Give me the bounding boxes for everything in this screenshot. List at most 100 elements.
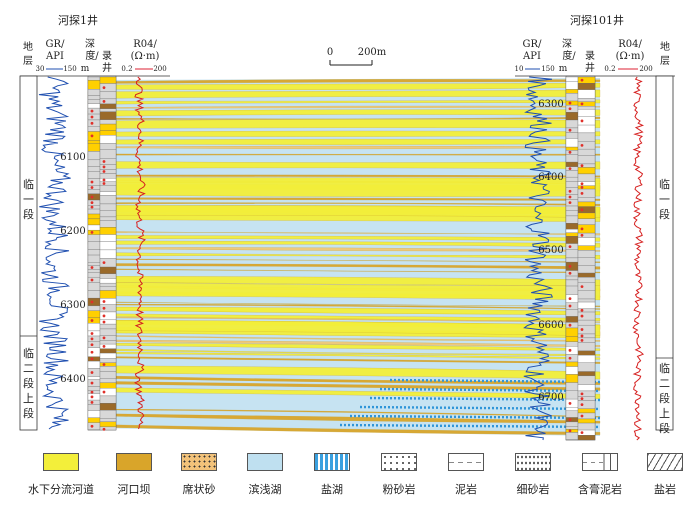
legend-label: 滨浅湖 — [248, 483, 282, 496]
right-resistivity-curve — [632, 76, 645, 441]
legend-label: 席状砂 — [182, 483, 216, 496]
legend-label: 泥岩 — [455, 483, 477, 496]
legend-item: 河口坝 — [95, 453, 173, 513]
left-res-header: R04/ — [133, 39, 157, 50]
svg-text:临: 临 — [659, 177, 670, 191]
left-depth-6400: 6400 — [60, 374, 85, 385]
facies-correlation-panel — [87, 78, 601, 436]
svg-text:m: m — [81, 64, 90, 74]
legend-swatch — [181, 453, 217, 471]
right-depth-6600: 6600 — [538, 320, 563, 331]
right-gr-min: 10 — [515, 65, 524, 73]
svg-text:段: 段 — [659, 421, 670, 435]
right-well-name: 河探101井 — [570, 13, 624, 27]
left-gr-header: GR/ — [46, 39, 66, 50]
legend: 水下分流河道 河口坝 席状砂 滨浅湖 盐湖 粉砂岩 泥岩 细砂岩 含膏泥岩 盐岩 — [0, 453, 700, 523]
left-well-header: 地 层 GR/ API 30 150 深 度/ m 录 井 R04/ (Ω·m)… — [20, 38, 170, 77]
svg-text:段: 段 — [23, 207, 34, 221]
scale-bar-max: 200m — [358, 47, 387, 58]
svg-text:层: 层 — [660, 55, 670, 67]
right-gr-curve — [523, 76, 554, 441]
svg-text:临: 临 — [23, 177, 34, 191]
legend-swatch — [448, 453, 484, 471]
right-depth-6300: 6300 — [538, 99, 563, 110]
legend-swatch — [247, 453, 283, 471]
svg-text:上: 上 — [659, 407, 670, 420]
svg-text:段: 段 — [23, 376, 34, 390]
right-well-header: GR/ API 10 150 深 度/ m 录 井 R04/ (Ω·m) 0.2… — [515, 38, 675, 77]
left-depth-6300: 6300 — [60, 300, 85, 311]
legend-item: 粉砂岩 — [360, 453, 438, 513]
left-res-max: 200 — [153, 65, 166, 73]
svg-text:二: 二 — [23, 362, 34, 375]
legend-swatch — [582, 453, 618, 471]
legend-item: 泥岩 — [427, 453, 505, 513]
right-depth-6400: 6400 — [538, 172, 563, 183]
right-gr-max: 150 — [541, 65, 554, 73]
left-gr-max: 150 — [63, 65, 76, 73]
right-res-min: 0.2 — [604, 65, 615, 73]
scale-bar-min: 0 — [327, 47, 333, 58]
left-resistivity-curve — [134, 76, 147, 430]
right-gr-header: GR/ — [523, 39, 543, 50]
svg-text:井: 井 — [102, 61, 112, 74]
right-res-max: 200 — [639, 65, 652, 73]
legend-label: 细砂岩 — [516, 483, 550, 496]
svg-text:段: 段 — [659, 207, 670, 221]
legend-label: 河口坝 — [117, 483, 151, 496]
left-depth-6100: 6100 — [60, 152, 85, 163]
legend-label: 水下分流河道 — [28, 483, 94, 496]
legend-item: 席状砂 — [160, 453, 238, 513]
left-unit-2-label: 临 二 段 上 段 — [23, 346, 34, 420]
svg-text:临: 临 — [659, 361, 670, 375]
right-strata-column — [655, 75, 674, 431]
legend-item: 盐岩 — [626, 453, 700, 513]
svg-text:API: API — [45, 51, 64, 62]
legend-item: 滨浅湖 — [226, 453, 304, 513]
legend-item: 盐湖 — [293, 453, 371, 513]
left-strata-header: 地 — [23, 40, 33, 53]
svg-text:(Ω·m): (Ω·m) — [131, 51, 160, 62]
left-res-min: 0.2 — [121, 65, 132, 73]
svg-text:上: 上 — [23, 392, 34, 405]
legend-item: 含膏泥岩 — [561, 453, 639, 513]
left-gr-curve — [38, 76, 71, 430]
legend-label: 盐岩 — [654, 483, 676, 496]
left-depth-header: 深 — [85, 38, 95, 50]
legend-swatch — [314, 453, 350, 471]
legend-item: 水下分流河道 — [22, 453, 100, 513]
right-unit-2-label: 临 二 段 上 段 — [659, 361, 670, 435]
svg-text:临: 临 — [23, 346, 34, 360]
svg-text:段: 段 — [659, 391, 670, 405]
right-depth-header: 深 — [562, 38, 572, 50]
legend-label: 含膏泥岩 — [578, 483, 622, 496]
left-strata-column — [19, 75, 38, 431]
svg-text:度/: 度/ — [562, 49, 576, 62]
svg-text:一: 一 — [659, 193, 670, 206]
left-well-track: 临 一 段 临 二 段 上 段 6100 6200 6300 6400 — [19, 75, 147, 431]
svg-text:API: API — [522, 51, 541, 62]
legend-item: 细砂岩 — [494, 453, 572, 513]
right-depth-6700: 6700 — [538, 392, 563, 403]
right-log-header: 录 — [585, 50, 595, 62]
left-gr-min: 30 — [36, 65, 45, 73]
svg-text:m: m — [559, 64, 568, 74]
svg-text:一: 一 — [23, 193, 34, 206]
scale-bar: 0 200m — [327, 47, 387, 66]
left-unit-1-label: 临 一 段 — [23, 177, 34, 221]
svg-text:层: 层 — [23, 55, 33, 67]
well-correlation-section: 河探1井 河探101井 地 层 GR/ API 30 150 深 度/ m 录 … — [19, 13, 675, 441]
svg-text:二: 二 — [659, 377, 670, 390]
legend-swatch — [43, 453, 79, 471]
left-log-header: 录 — [102, 50, 112, 62]
right-unit-1-label: 临 一 段 — [659, 177, 670, 221]
right-depth-6500: 6500 — [538, 245, 563, 256]
right-res-header: R04/ — [618, 39, 642, 50]
right-well-track: 临 一 段 临 二 段 上 段 6300 6400 6500 6600 6700 — [523, 75, 674, 441]
legend-swatch — [381, 453, 417, 471]
svg-text:度/: 度/ — [85, 49, 99, 62]
left-lithology-cells — [87, 76, 117, 431]
left-depth-6200: 6200 — [60, 226, 85, 237]
right-lithology-cells — [565, 76, 596, 441]
right-strata-header: 地 — [660, 40, 670, 53]
